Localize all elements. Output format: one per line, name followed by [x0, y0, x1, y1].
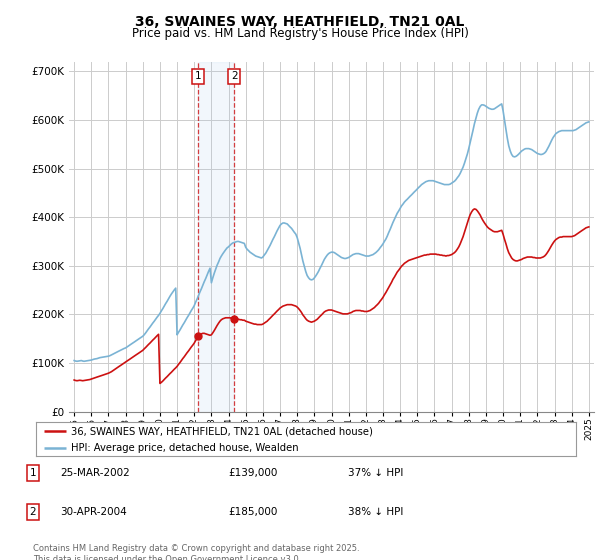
Text: 36, SWAINES WAY, HEATHFIELD, TN21 0AL (detached house): 36, SWAINES WAY, HEATHFIELD, TN21 0AL (d…	[71, 426, 373, 436]
Text: 25-MAR-2002: 25-MAR-2002	[60, 468, 130, 478]
Text: HPI: Average price, detached house, Wealden: HPI: Average price, detached house, Weal…	[71, 443, 299, 452]
Text: Price paid vs. HM Land Registry's House Price Index (HPI): Price paid vs. HM Land Registry's House …	[131, 27, 469, 40]
Text: 2: 2	[231, 71, 238, 81]
Text: 36, SWAINES WAY, HEATHFIELD, TN21 0AL: 36, SWAINES WAY, HEATHFIELD, TN21 0AL	[136, 15, 464, 29]
Text: 2: 2	[29, 507, 37, 517]
Bar	[198, 62, 234, 412]
Text: 1: 1	[195, 71, 202, 81]
Text: 30-APR-2004: 30-APR-2004	[60, 507, 127, 517]
Text: 37% ↓ HPI: 37% ↓ HPI	[348, 468, 403, 478]
Text: 38% ↓ HPI: 38% ↓ HPI	[348, 507, 403, 517]
Text: £139,000: £139,000	[228, 468, 277, 478]
Text: £185,000: £185,000	[228, 507, 277, 517]
Text: 1: 1	[29, 468, 37, 478]
Text: Contains HM Land Registry data © Crown copyright and database right 2025.
This d: Contains HM Land Registry data © Crown c…	[33, 544, 359, 560]
